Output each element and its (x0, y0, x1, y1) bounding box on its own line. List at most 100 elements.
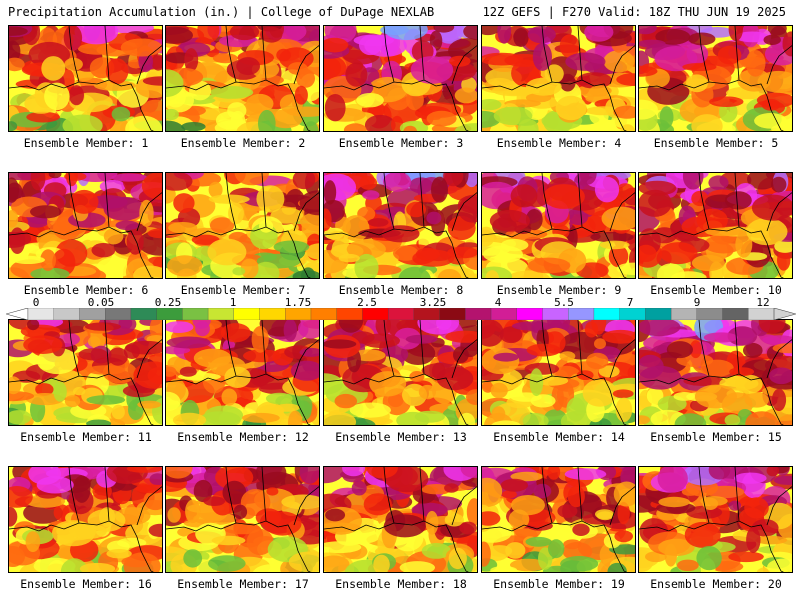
colorbar-tick-label: 1.75 (284, 296, 312, 309)
colorbar-tick-label: 4 (494, 296, 502, 309)
colorbar-swatch (27, 308, 55, 320)
panel-label: Ensemble Member: 4 (496, 136, 622, 150)
precip-field-map (166, 467, 319, 572)
ensemble-map-panel (8, 466, 163, 573)
precip-field-map (324, 26, 477, 131)
colorbar-tick-label: 3.25 (419, 296, 447, 309)
colorbar-swatch (182, 308, 209, 320)
precip-field-map (639, 26, 792, 131)
coastline (639, 173, 792, 278)
panel-label: Ensemble Member: 12 (177, 430, 309, 444)
ensemble-map-panel (165, 466, 320, 573)
coastline (482, 320, 635, 425)
coastline (166, 320, 319, 425)
colorbar-tick-label: 2.5 (357, 296, 377, 309)
panel-label: Ensemble Member: 11 (20, 430, 152, 444)
coastline (324, 173, 477, 278)
panel-label: Ensemble Member: 1 (23, 136, 149, 150)
panel-label: Ensemble Member: 18 (335, 577, 467, 591)
colorbar-swatch (439, 308, 466, 320)
colorbar-swatch (722, 308, 749, 320)
colorbar-swatch (670, 308, 698, 320)
colorbar-swatch (207, 308, 235, 320)
precip-field-map (166, 173, 319, 278)
colorbar-swatch (465, 308, 492, 320)
coastline (639, 26, 792, 131)
panel-label: Ensemble Member: 3 (338, 136, 464, 150)
panel-label: Ensemble Member: 2 (180, 136, 306, 150)
ensemble-map-panel (323, 172, 478, 279)
colorbar (6, 308, 796, 320)
coastline (324, 26, 477, 131)
precip-field-map (166, 320, 319, 425)
panel-label: Ensemble Member: 7 (180, 283, 306, 297)
colorbar-tick-label: 7 (626, 296, 634, 309)
coastline (639, 467, 792, 572)
ensemble-map-panel (165, 25, 320, 132)
coastline (166, 26, 319, 131)
ensemble-map-panel (8, 172, 163, 279)
coastline (639, 320, 792, 425)
colorbar-swatch (387, 308, 415, 320)
coastline (166, 467, 319, 572)
ensemble-map-panel (165, 172, 320, 279)
colorbar-min-arrow (6, 308, 29, 320)
precip-field-map (9, 467, 162, 572)
precip-field-map (324, 320, 477, 425)
ensemble-map-panel (8, 319, 163, 426)
panel-label: Ensemble Member: 8 (338, 283, 464, 297)
colorbar-tick-label: 0 (32, 296, 40, 309)
panel-label: Ensemble Member: 19 (493, 577, 625, 591)
ensemble-map-panel (481, 319, 636, 426)
ensemble-map-panel (8, 25, 163, 132)
precip-field-map (639, 467, 792, 572)
panel-label: Ensemble Member: 14 (493, 430, 625, 444)
precip-field-map (482, 26, 635, 131)
panel-label: Ensemble Member: 13 (335, 430, 467, 444)
panel-label: Ensemble Member: 5 (653, 136, 779, 150)
colorbar-swatch (593, 308, 621, 320)
panel-label: Ensemble Member: 17 (177, 577, 309, 591)
panel-label: Ensemble Member: 16 (20, 577, 152, 591)
colorbar-tick-label: 5.5 (554, 296, 574, 309)
colorbar-swatch (748, 308, 775, 320)
coastline (482, 467, 635, 572)
precip-field-map (324, 173, 477, 278)
colorbar-swatch (645, 308, 672, 320)
precip-field-map (9, 320, 162, 425)
colorbar-swatch (233, 308, 261, 320)
coastline (324, 320, 477, 425)
colorbar-tick-label: 12 (756, 296, 770, 309)
ensemble-map-panel (481, 466, 636, 573)
colorbar-swatch (53, 308, 81, 320)
coastline (9, 173, 162, 278)
colorbar-swatch (516, 308, 544, 320)
ensemble-map-panel (165, 319, 320, 426)
ensemble-map-panel (638, 172, 793, 279)
colorbar-swatch (696, 308, 724, 320)
ensemble-map-panel (323, 319, 478, 426)
panel-label: Ensemble Member: 9 (496, 283, 622, 297)
colorbar-swatch (413, 308, 441, 320)
colorbar-swatch (79, 308, 106, 320)
header-run-info: 12Z GEFS | F270 Valid: 18Z THU JUN 19 20… (482, 5, 786, 19)
precip-field-map (482, 173, 635, 278)
coastline (166, 173, 319, 278)
ensemble-map-panel (323, 466, 478, 573)
ensemble-map-panel (481, 25, 636, 132)
coastline (9, 320, 162, 425)
colorbar-swatch (362, 308, 389, 320)
coastline (324, 467, 477, 572)
colorbar-swatch (568, 308, 595, 320)
coastline (9, 467, 162, 572)
precip-field-map (482, 320, 635, 425)
precip-field-map (639, 320, 792, 425)
precip-field-map (639, 173, 792, 278)
colorbar-tick-label: 0.25 (154, 296, 182, 309)
colorbar-swatch (259, 308, 286, 320)
colorbar-tick-label: 9 (693, 296, 701, 309)
precip-field-map (166, 26, 319, 131)
panel-label: Ensemble Member: 20 (650, 577, 782, 591)
colorbar-swatch (130, 308, 158, 320)
precip-field-map (9, 26, 162, 131)
